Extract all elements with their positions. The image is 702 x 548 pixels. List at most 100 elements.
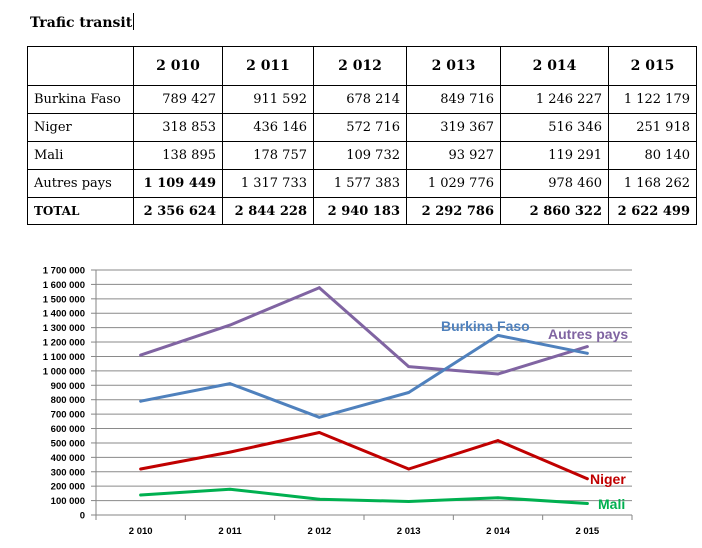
table-cell: 1 029 776	[406, 169, 501, 198]
series-label: Mali	[598, 496, 625, 512]
x-tick-label: 2 010	[129, 526, 153, 537]
table-cell: 572 716	[313, 113, 407, 142]
table-cell: 2 860 322	[500, 197, 609, 225]
table-cell: 2 292 786	[406, 197, 501, 225]
table-cell: 1 168 262	[608, 169, 697, 198]
data-point-burkina-faso	[139, 399, 143, 403]
row-label: Autres pays	[27, 169, 134, 198]
table-cell: 1 109 449	[133, 169, 223, 198]
x-tick-label: 2 013	[397, 526, 421, 537]
table-cell: 849 716	[406, 85, 501, 114]
y-tick-label: 500 000	[51, 438, 85, 449]
table-header-cell: 2 011	[222, 46, 314, 86]
series-line-autres-pays	[139, 286, 589, 376]
table-cell: 138 895	[133, 141, 223, 170]
table-row: Autres pays 1 109 449 1 317 733 1 577 38…	[27, 169, 697, 198]
y-tick-label: 600 000	[51, 424, 85, 435]
row-label: Burkina Faso	[27, 85, 134, 114]
y-tick-label: 1 700 000	[43, 266, 85, 277]
table-row: Niger 318 853 436 146 572 716 319 367 51…	[27, 113, 697, 142]
data-point-autres-pays	[496, 372, 500, 376]
data-point-mali	[317, 497, 321, 501]
data-point-burkina-faso	[228, 382, 232, 386]
series-line-niger	[139, 431, 589, 481]
y-tick-label: 1 000 000	[43, 366, 85, 377]
y-tick-label: 700 000	[51, 410, 85, 421]
row-label: Mali	[27, 141, 134, 170]
table-cell: 978 460	[500, 169, 609, 198]
table-cell: 678 214	[313, 85, 407, 114]
data-point-autres-pays	[228, 323, 232, 327]
data-point-mali	[228, 487, 232, 491]
data-point-autres-pays	[139, 353, 143, 357]
table-cell: 2 844 228	[222, 197, 314, 225]
data-point-burkina-faso	[496, 333, 500, 337]
y-tick-label: 0	[80, 511, 85, 522]
data-point-autres-pays	[317, 286, 321, 290]
series-label: Niger	[590, 471, 626, 487]
y-tick-label: 1 100 000	[43, 352, 85, 363]
y-tick-label: 100 000	[51, 496, 85, 507]
y-tick-label: 1 400 000	[43, 309, 85, 320]
table-cell: 80 140	[608, 141, 697, 170]
y-tick-label: 1 300 000	[43, 323, 85, 334]
page-title-text: Trafic transit	[30, 15, 133, 31]
y-tick-label: 900 000	[51, 381, 85, 392]
data-point-niger	[496, 439, 500, 442]
y-tick-label: 1 600 000	[43, 280, 85, 291]
table-cell: 1 577 383	[313, 169, 407, 198]
table-header-cell: 2 010	[133, 46, 223, 86]
table-cell: 2 622 499	[608, 197, 697, 225]
page-title: Trafic transit	[30, 13, 135, 31]
data-point-niger	[585, 477, 589, 481]
series-line-burkina-faso	[139, 333, 589, 419]
data-point-burkina-faso	[317, 415, 321, 419]
table-cell: 251 918	[608, 113, 697, 142]
table-header-cell: 2 012	[313, 46, 407, 86]
table-cell: 319 367	[406, 113, 501, 142]
x-tick-label: 2 015	[575, 526, 599, 537]
y-tick-label: 300 000	[51, 467, 85, 478]
table-cell: 789 427	[133, 85, 223, 114]
table-header-row: 2 010 2 011 2 012 2 013 2 014 2 015	[27, 46, 697, 86]
data-point-niger	[407, 467, 411, 471]
series-label: Burkina Faso	[441, 318, 530, 334]
row-label: Niger	[27, 113, 134, 142]
table-total-row: TOTAL 2 356 624 2 844 228 2 940 183 2 29…	[27, 197, 697, 225]
table-cell: 1 122 179	[608, 85, 697, 114]
data-point-mali	[496, 496, 500, 500]
table-cell: 1 246 227	[500, 85, 609, 114]
table-cell: 516 346	[500, 113, 609, 142]
table-header-cell	[27, 46, 134, 86]
table-cell: 93 927	[406, 141, 501, 170]
table-cell: 911 592	[222, 85, 314, 114]
data-point-niger	[317, 431, 321, 434]
table-cell: 436 146	[222, 113, 314, 142]
data-point-mali	[407, 500, 411, 503]
line-chart: 0 100 000 200 000 300 000 400 000 500 000 600 …	[43, 266, 633, 537]
data-point-burkina-faso	[407, 391, 411, 394]
table-cell: 1 317 733	[222, 169, 314, 198]
y-tick-label: 800 000	[51, 395, 85, 406]
table-cell: 318 853	[133, 113, 223, 142]
data-point-niger	[228, 450, 232, 454]
data-point-autres-pays	[407, 365, 411, 368]
text-cursor	[133, 13, 135, 30]
data-point-niger	[139, 467, 143, 471]
x-tick-label: 2 012	[307, 526, 331, 537]
table-cell: 2 940 183	[313, 197, 407, 225]
data-point-autres-pays	[585, 345, 589, 349]
table-header-cell: 2 013	[406, 46, 501, 86]
x-tick-label: 2 014	[486, 526, 510, 537]
table-header-cell: 2 015	[608, 46, 697, 86]
table-cell: 119 291	[500, 141, 609, 170]
y-tick-label: 400 000	[51, 453, 85, 464]
data-table: 2 010 2 011 2 012 2 013 2 014 2 015 Burk…	[27, 46, 697, 225]
data-point-burkina-faso	[585, 351, 589, 355]
table-cell: 178 757	[222, 141, 314, 170]
series-line-mali	[139, 487, 589, 505]
series-label: Autres pays	[548, 326, 628, 342]
table-header-cell: 2 014	[500, 46, 609, 86]
row-label: TOTAL	[27, 197, 134, 225]
table-row: Mali 138 895 178 757 109 732 93 927 119 …	[27, 141, 697, 170]
